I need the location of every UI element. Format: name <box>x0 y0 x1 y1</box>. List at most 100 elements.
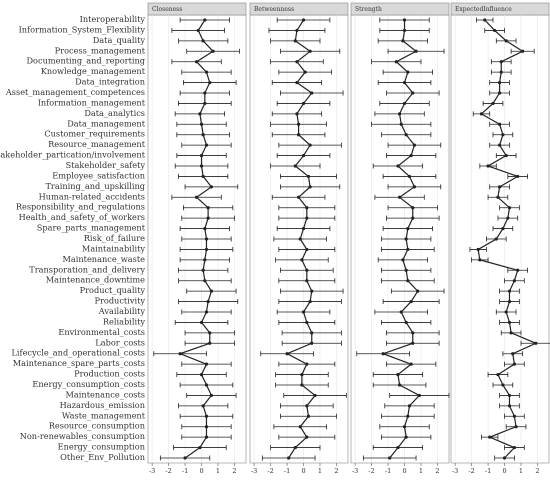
panel-title: ExpectedInfluence <box>455 6 512 13</box>
point <box>305 362 309 366</box>
point <box>496 372 500 377</box>
point <box>396 164 400 168</box>
category-label: Spare_parts_management <box>37 223 146 233</box>
point <box>209 393 214 398</box>
point <box>204 425 209 429</box>
point <box>509 331 513 335</box>
point <box>194 195 199 199</box>
point <box>208 80 212 85</box>
point <box>203 18 207 22</box>
category-label: Training_and_upskilling <box>45 181 145 191</box>
point <box>201 133 205 137</box>
point <box>412 143 417 147</box>
point <box>417 393 421 398</box>
point <box>285 352 289 356</box>
x-tick-label: 2 <box>232 467 236 475</box>
x-tick-label: -3 <box>251 467 257 475</box>
point <box>310 341 314 345</box>
point <box>305 247 309 252</box>
point <box>204 414 209 418</box>
category-label: Asset_management_competences <box>5 87 145 97</box>
category-label: Lifecycle_and_operational_costs <box>12 348 146 358</box>
point <box>301 101 306 106</box>
category-label: Reliability <box>103 316 146 326</box>
point <box>296 195 301 199</box>
point <box>295 80 299 85</box>
point <box>208 341 212 345</box>
x-tick-label: -1 <box>485 467 491 475</box>
point <box>178 352 182 356</box>
point <box>204 310 209 314</box>
point <box>404 237 408 241</box>
point <box>295 28 299 33</box>
x-tick-label: -2 <box>468 467 474 475</box>
point <box>486 164 490 168</box>
point <box>512 414 517 418</box>
point <box>497 80 502 85</box>
point <box>414 49 418 53</box>
category-label: Stakeholder_partication/involvement <box>0 150 146 160</box>
point <box>416 289 420 293</box>
category-label: Other_Env_Pollution <box>60 452 146 462</box>
point <box>507 320 512 325</box>
panel-title: Strength <box>355 6 382 13</box>
category-label: Availability <box>98 306 146 316</box>
point <box>397 195 402 199</box>
point <box>201 404 205 408</box>
point <box>308 185 312 189</box>
point <box>204 237 209 241</box>
category-label: Waste_management <box>62 410 146 420</box>
point <box>198 112 202 116</box>
x-tick-label: 0 <box>502 467 506 475</box>
point <box>404 435 408 439</box>
point <box>496 195 500 199</box>
point <box>305 206 309 210</box>
category-label: Labor_costs <box>95 337 145 347</box>
category-label: Non-renewables_consumption <box>20 431 146 441</box>
point <box>300 258 304 262</box>
x-tick-label: -3 <box>149 467 155 475</box>
x-tick-label: -2 <box>165 467 171 475</box>
category-label: Energy_consumption <box>58 442 146 452</box>
point <box>204 435 209 439</box>
point <box>401 258 405 262</box>
category-label: Data_analytics <box>84 108 145 118</box>
point <box>504 310 508 314</box>
x-tick-label: 2 <box>535 467 539 475</box>
x-tick-label: -3 <box>452 467 458 475</box>
category-label: Production_costs <box>74 369 145 379</box>
point <box>295 112 299 116</box>
category-label: Maintenance_waste <box>63 254 146 264</box>
point <box>201 268 205 272</box>
point <box>306 174 311 179</box>
point <box>504 39 508 43</box>
x-tick-label: 2 <box>435 467 439 475</box>
category-label: Product_quality <box>80 285 146 295</box>
point <box>296 122 301 126</box>
point <box>203 91 207 95</box>
point <box>511 352 515 356</box>
panel-title: Betweenness <box>254 6 294 13</box>
point <box>301 310 306 314</box>
category-label: Transporation_and_delivery <box>29 264 145 274</box>
category-label: Process_management <box>55 45 146 55</box>
category-label: Health_and_safety_of_workers <box>19 212 145 222</box>
point <box>512 362 517 366</box>
category-label: Customer_requirements <box>44 129 145 139</box>
point <box>506 216 510 220</box>
point <box>301 18 306 22</box>
point <box>305 404 309 408</box>
point <box>402 28 407 33</box>
category-label: Maintenance_downtime <box>46 275 145 285</box>
point <box>296 133 301 137</box>
point <box>199 153 204 158</box>
point <box>399 122 403 126</box>
point <box>310 331 314 335</box>
point <box>404 268 408 272</box>
point <box>199 372 204 377</box>
point <box>303 70 307 74</box>
point <box>404 320 408 325</box>
point <box>396 372 400 377</box>
point <box>396 445 400 450</box>
